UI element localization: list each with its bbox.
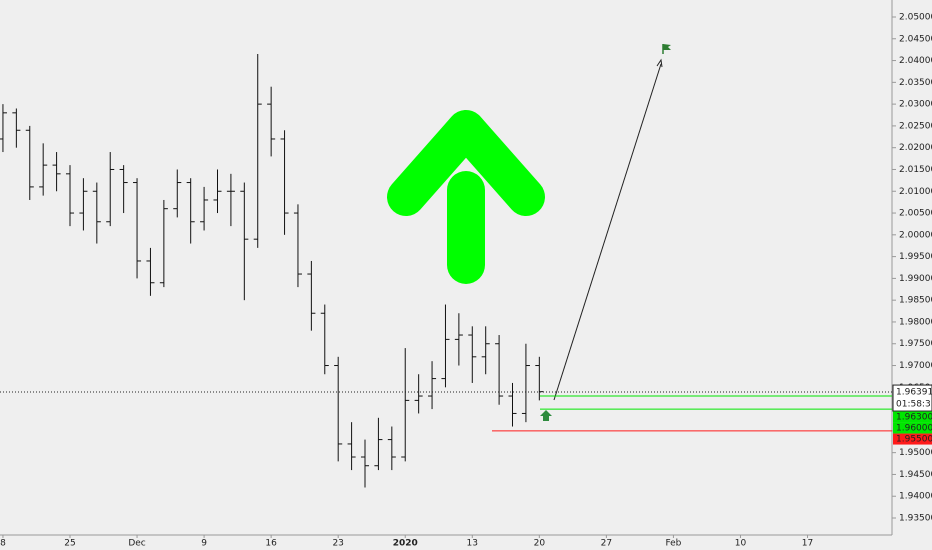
y-tick-label: 1.99000 [899,274,932,284]
current-price-label: 1.96391 [896,388,932,398]
level-label: 1.96300 [896,413,932,423]
y-tick-label: 2.01000 [899,187,932,197]
y-tick-label: 2.04000 [899,56,932,66]
y-tick-label: 1.93500 [899,514,932,524]
level-box [893,411,932,423]
y-tick-label: 1.94000 [899,492,932,502]
x-tick-label: 23 [332,539,343,549]
y-tick-label: 2.00000 [899,230,932,240]
x-tick-label: 17 [802,539,813,549]
y-tick-label: 1.94500 [899,470,932,480]
level-box [893,422,932,434]
bars [0,54,544,488]
level-label: 1.95500 [896,435,932,445]
x-tick-label: 27 [601,539,612,549]
projection-arrowhead [656,58,663,68]
y-tick-label: 2.05000 [899,12,932,22]
x-tick-label: 20 [534,539,546,549]
x-tick-label: 16 [265,539,277,549]
y-tick-label: 2.00500 [899,209,932,219]
small-up-arrow [540,410,552,421]
level-label: 1.96000 [896,424,932,434]
y-tick-label: 2.02500 [899,121,932,131]
x-tick-label: 2020 [393,539,418,549]
x-tick-label: 25 [64,539,75,549]
projection-line [553,63,662,401]
x-tick-label: Feb [665,539,681,549]
x-tick-label: 8 [0,539,6,549]
flag [663,44,671,50]
countdown-label: 01:58:37 [896,400,932,410]
current-price-box [892,384,932,412]
y-tick-label: 1.98500 [899,296,932,306]
y-tick-label: 1.95000 [899,448,932,458]
big-up-arrow [387,110,545,284]
x-tick-label: 10 [735,539,747,549]
y-tick-label: 2.01500 [899,165,932,175]
y-tick-label: 1.97000 [899,361,932,371]
x-tick-label: 13 [467,539,478,549]
x-tick-label: 9 [201,539,207,549]
y-tick-label: 2.04500 [899,34,932,44]
level-box [893,433,932,445]
y-tick-label: 1.97500 [899,339,932,349]
y-tick-label: 2.02000 [899,143,932,153]
y-tick-label: 1.99500 [899,252,932,262]
price-scale [892,0,932,550]
y-tick-label: 1.98000 [899,317,932,327]
y-tick-label: 2.03500 [899,78,932,88]
y-tick-label: 2.03000 [899,100,932,110]
x-tick-label: Dec [128,539,145,549]
